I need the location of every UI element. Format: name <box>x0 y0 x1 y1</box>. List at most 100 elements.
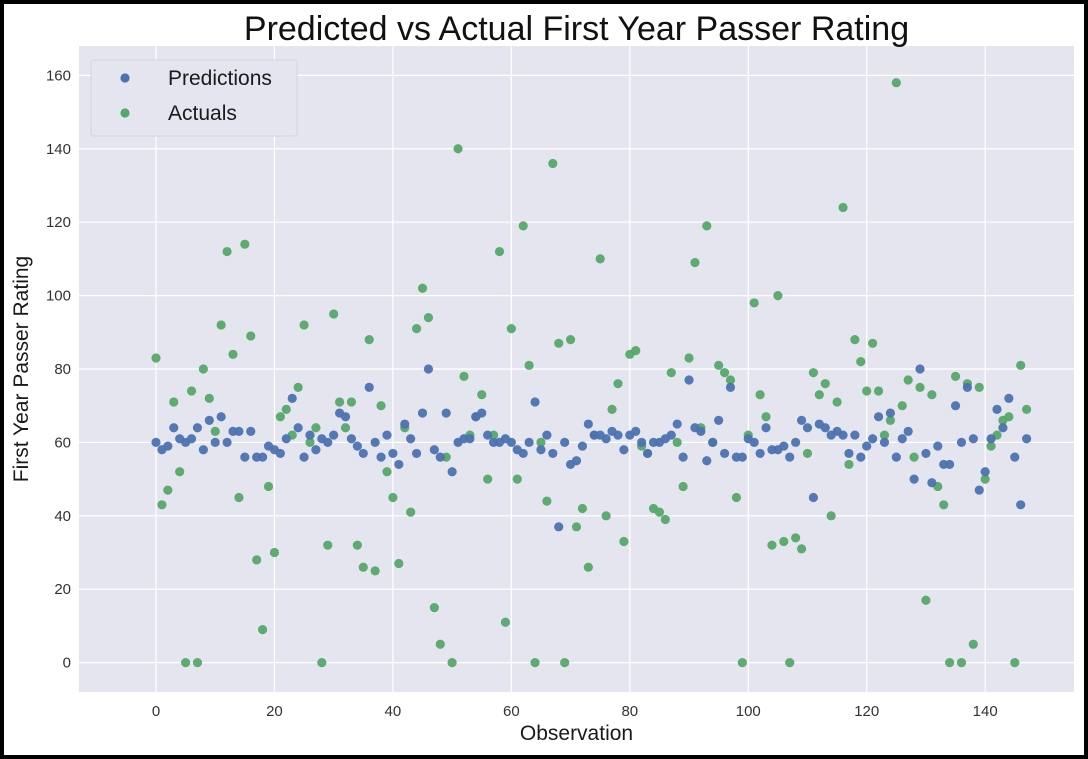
prediction-point <box>933 441 943 451</box>
prediction-point <box>293 423 303 433</box>
prediction-point <box>411 448 422 459</box>
actual-point <box>749 298 759 308</box>
actual-point <box>548 158 558 169</box>
prediction-point <box>548 448 558 459</box>
actual-point <box>583 562 593 572</box>
actual-point <box>945 658 955 668</box>
prediction-point <box>435 452 445 462</box>
legend-box <box>90 59 298 137</box>
actual-point <box>175 467 185 477</box>
actual-point <box>654 507 665 517</box>
prediction-point <box>725 382 736 392</box>
actual-point <box>909 452 919 462</box>
actual-point <box>258 625 268 635</box>
actual-point <box>530 658 540 668</box>
actual-point <box>731 492 742 503</box>
x-tick-label: 20 <box>266 703 283 720</box>
prediction-point <box>737 452 747 462</box>
prediction-point <box>275 448 285 459</box>
actual-point <box>577 503 588 514</box>
prediction-point <box>1022 434 1032 444</box>
actual-point <box>619 536 629 547</box>
prediction-point <box>802 423 813 433</box>
y-tick-label: 100 <box>46 288 71 305</box>
actual-point <box>690 257 700 268</box>
prediction-point <box>684 375 694 385</box>
actual-point <box>163 485 173 495</box>
actual-point <box>921 595 931 605</box>
actual-point <box>773 290 783 301</box>
actual-point <box>323 540 333 550</box>
actual-point <box>785 658 795 668</box>
prediction-point <box>536 445 546 455</box>
prediction-point <box>364 382 374 392</box>
prediction-point <box>305 430 315 440</box>
actual-point <box>222 246 232 257</box>
y-tick-label: 20 <box>54 581 71 598</box>
chart-title: Predicted vs Actual First Year Passer Ra… <box>244 10 909 48</box>
prediction-point <box>903 426 913 436</box>
actual-point <box>1010 658 1020 668</box>
prediction-point <box>560 437 570 448</box>
actual-point <box>483 474 493 484</box>
prediction-point <box>542 430 552 440</box>
prediction-point <box>583 419 593 429</box>
prediction-point <box>258 452 268 462</box>
actual-point <box>802 448 813 459</box>
y-tick-label: 160 <box>46 67 71 84</box>
prediction-point <box>672 419 682 429</box>
legend-marker-predictions <box>120 73 130 83</box>
prediction-point <box>796 415 807 425</box>
actual-point <box>725 375 736 385</box>
prediction-point <box>483 430 493 440</box>
actual-point <box>595 254 605 264</box>
prediction-point <box>571 456 582 466</box>
prediction-point <box>696 426 706 436</box>
legend-label-predictions: Predictions <box>168 67 272 90</box>
actual-point <box>411 324 422 334</box>
tick-labels: 0 20 40 60 80 100 120 140 0 20 40 60 80 100 120 140 160 <box>46 67 998 720</box>
prediction-point <box>210 437 220 448</box>
prediction-point <box>702 456 712 466</box>
actual-point <box>832 397 842 407</box>
prediction-point <box>956 437 967 448</box>
prediction-point <box>323 437 333 448</box>
x-tick-label: 100 <box>736 703 761 720</box>
prediction-point <box>169 423 179 433</box>
actual-point <box>560 658 570 668</box>
prediction-point <box>388 448 398 459</box>
actual-point <box>334 397 345 407</box>
actual-point <box>903 375 913 385</box>
prediction-point <box>346 434 357 444</box>
prediction-point <box>524 437 534 448</box>
actual-point <box>838 202 848 213</box>
actual-point <box>494 246 505 257</box>
prediction-point <box>820 423 830 433</box>
actual-point <box>719 368 730 378</box>
actual-point <box>299 320 309 330</box>
prediction-point <box>755 448 765 459</box>
actual-point <box>423 313 434 323</box>
actual-point <box>204 393 214 403</box>
y-tick-label: 60 <box>54 434 71 451</box>
actual-point <box>317 658 327 668</box>
actual-point <box>601 511 611 521</box>
prediction-point <box>352 441 362 451</box>
actual-point <box>352 540 362 550</box>
actual-point <box>891 78 901 88</box>
prediction-point <box>785 452 795 462</box>
prediction-point <box>850 430 860 440</box>
prediction-point <box>601 434 611 444</box>
actual-point <box>358 562 368 572</box>
x-tick-label: 60 <box>503 703 520 720</box>
actual-point <box>181 658 191 668</box>
actual-point <box>1022 404 1032 414</box>
prediction-point <box>873 412 884 422</box>
actual-point <box>459 371 469 381</box>
actual-point <box>524 360 534 370</box>
prediction-point <box>186 434 197 444</box>
actual-point <box>956 658 967 668</box>
prediction-point <box>299 452 309 462</box>
prediction-point <box>619 445 629 455</box>
